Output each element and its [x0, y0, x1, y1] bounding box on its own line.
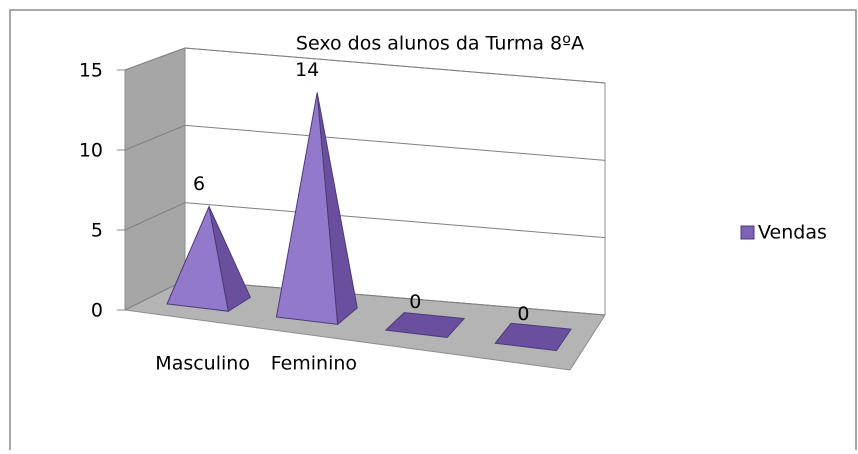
grid-line	[124, 47, 606, 84]
back-wall	[184, 47, 606, 316]
x-tick-label: Masculino	[155, 353, 250, 375]
legend-label: Vendas	[758, 222, 827, 244]
data-label: 0	[409, 291, 421, 313]
data-label: 14	[295, 59, 319, 81]
pyramid-base	[384, 312, 466, 339]
pyramid	[494, 322, 572, 352]
data-label: 0	[517, 303, 529, 325]
y-tick-label: 10	[79, 140, 103, 162]
y-tick-label: 5	[91, 220, 103, 242]
grid-line	[124, 202, 606, 239]
pyramid	[275, 92, 358, 326]
data-label: 6	[193, 173, 205, 195]
pyramid	[166, 204, 251, 313]
chart-title: Sexo dos alunos da Turma 8ºA	[296, 33, 584, 55]
legend-swatch	[740, 225, 755, 240]
y-tick-label: 0	[91, 300, 103, 322]
grid-line	[124, 124, 606, 161]
chart-border	[9, 9, 857, 450]
pyramid-side	[208, 206, 251, 313]
x-tick-label: Feminino	[271, 353, 357, 375]
left-wall	[124, 47, 186, 311]
pyramid-base	[494, 322, 572, 352]
pyramid	[384, 312, 466, 339]
pyramid-side	[316, 92, 358, 326]
y-tick-label: 15	[79, 60, 103, 82]
